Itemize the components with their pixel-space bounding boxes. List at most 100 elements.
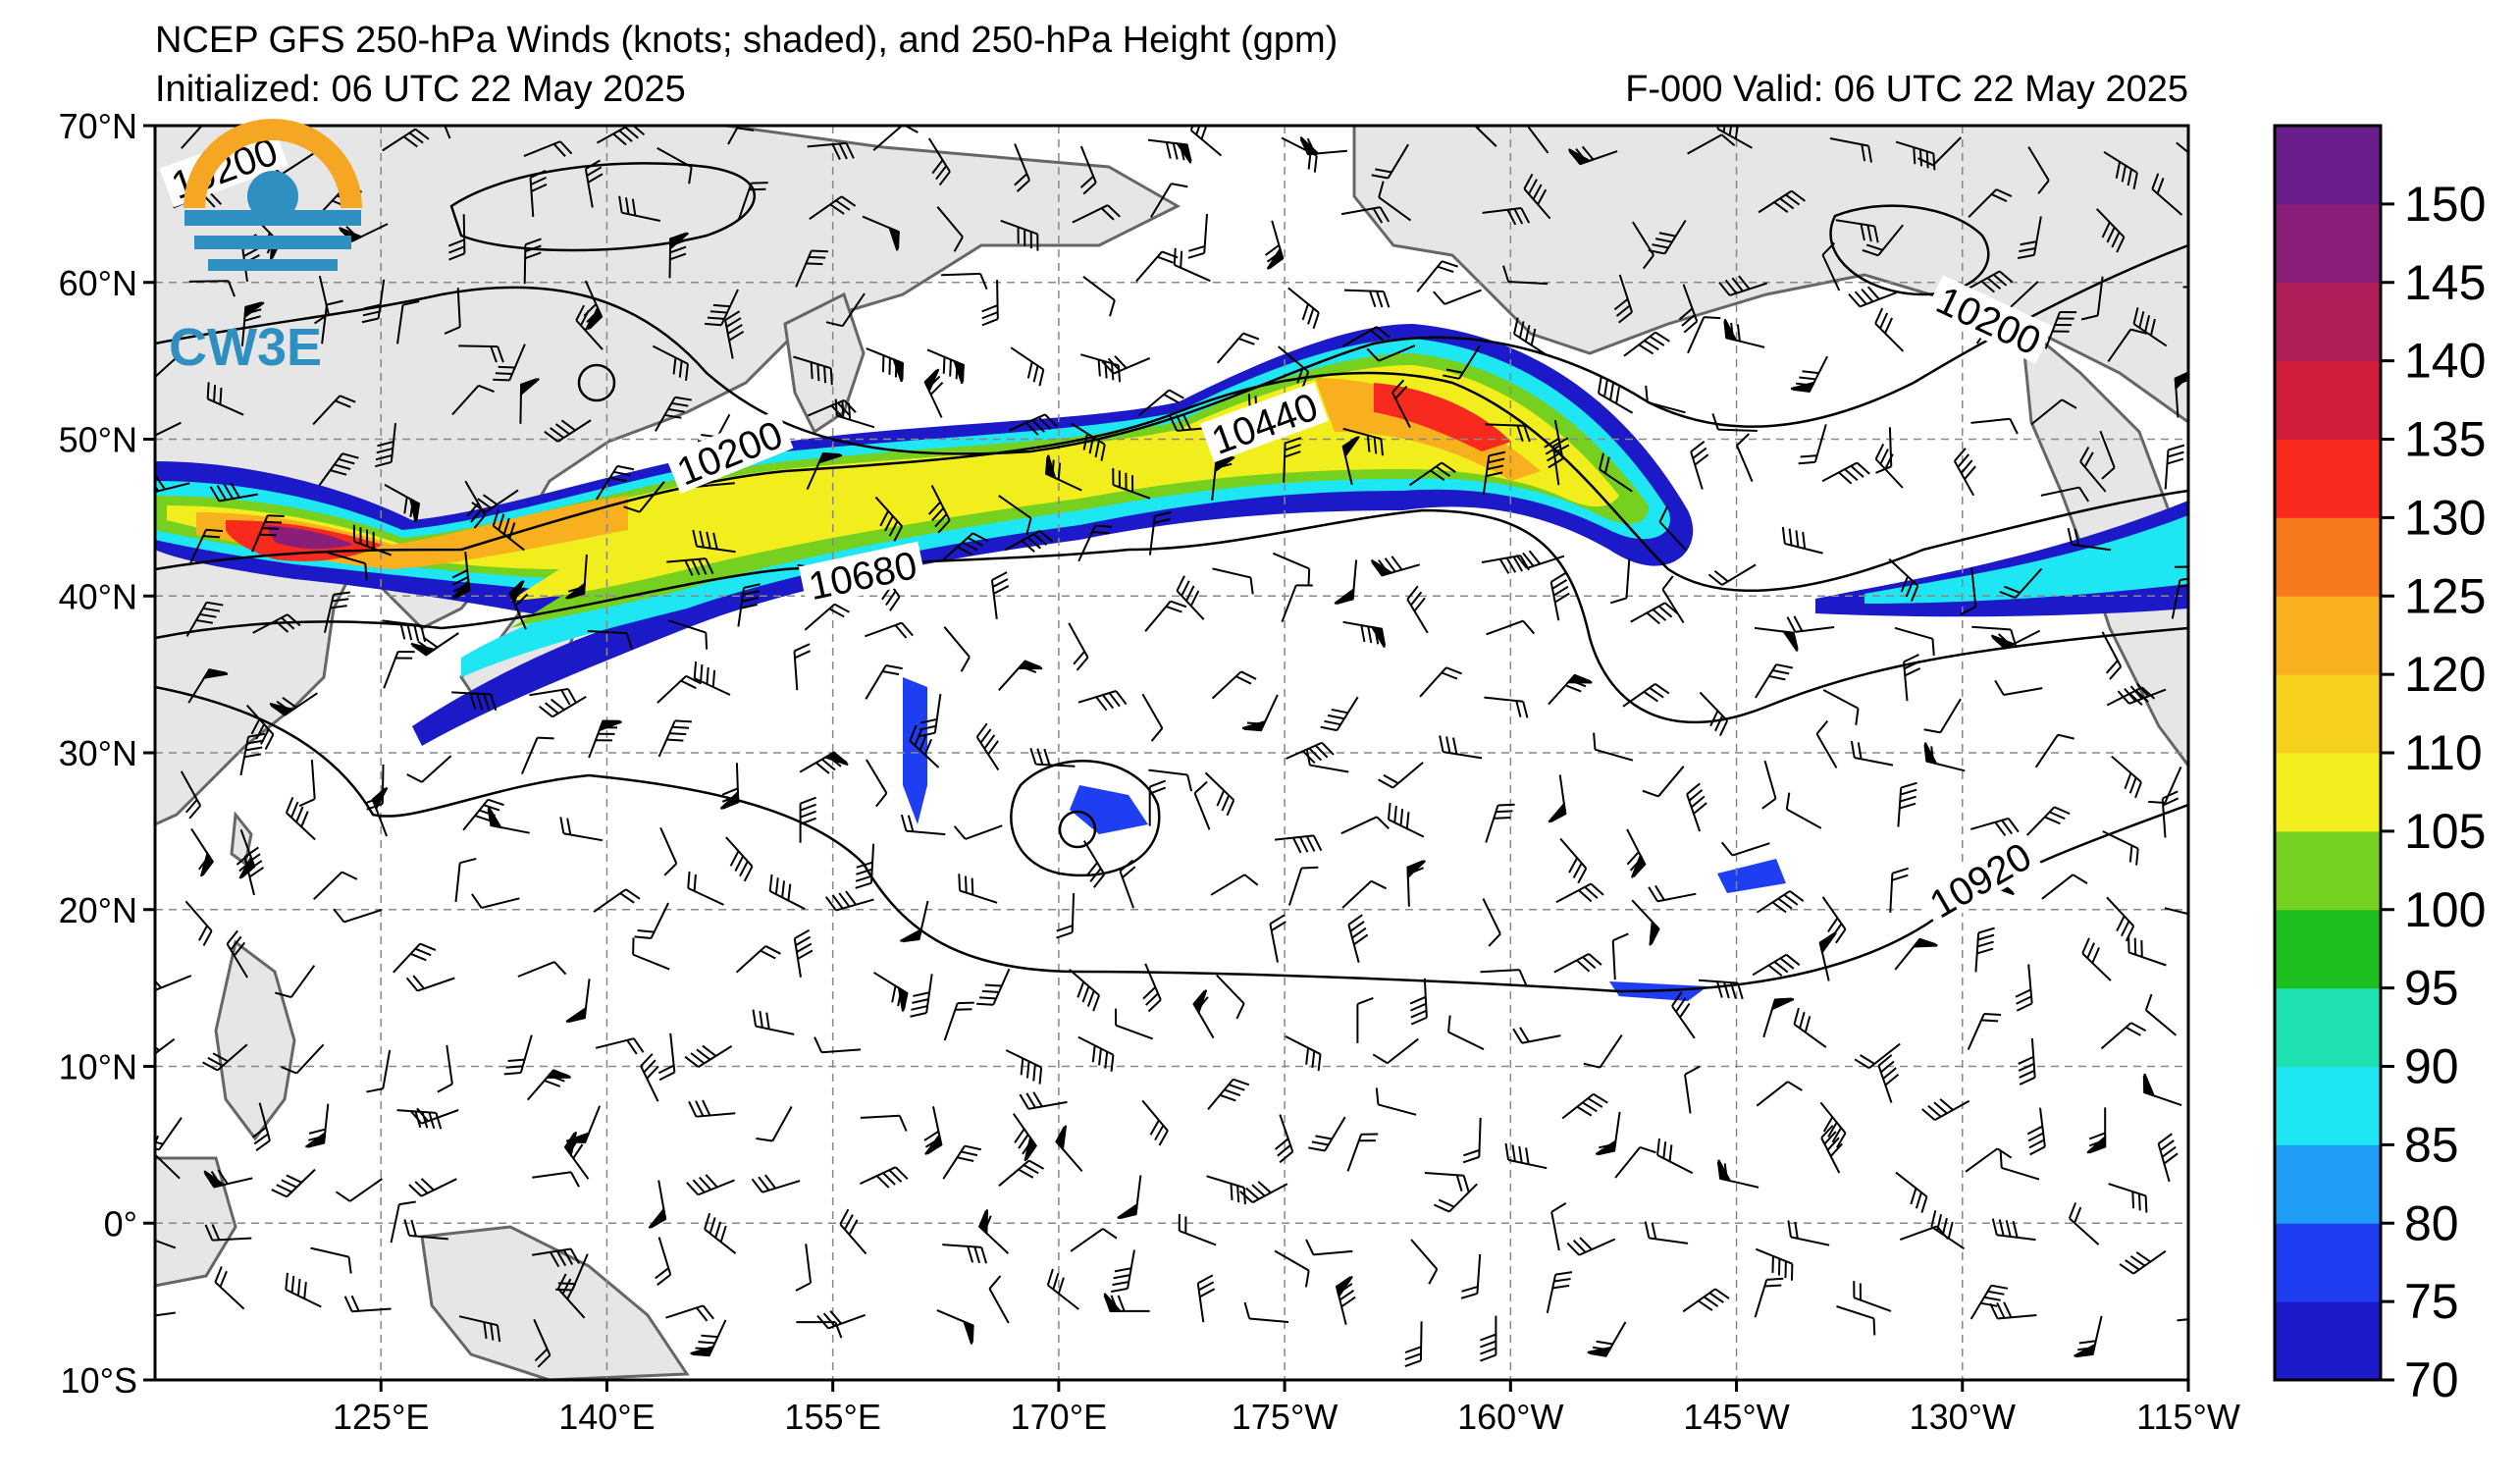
wind-barb [188, 528, 224, 566]
barb-feather [704, 1212, 711, 1230]
barb-feather [1799, 376, 1816, 381]
wind-barb [1144, 600, 1187, 632]
barb-feather [1791, 189, 1806, 202]
barb-pennant [2143, 1073, 2156, 1098]
barb-feather [1859, 1283, 1862, 1300]
barb-feather [508, 522, 516, 540]
jet-band-125 [196, 378, 1541, 569]
wind-barb [719, 763, 740, 810]
barb-feather [834, 603, 850, 613]
barb-feather [1718, 719, 1729, 737]
wind-barb [1875, 427, 1893, 474]
barb-feather [616, 464, 635, 471]
colorbar-segment [2275, 596, 2381, 675]
barb-feather [416, 1107, 429, 1122]
barb-feather [1410, 1009, 1427, 1019]
barb-feather [2134, 689, 2149, 703]
barb-feather [1410, 1016, 1428, 1026]
barb-feather [1550, 1202, 1567, 1213]
barb-feather [1308, 1146, 1326, 1152]
barb-pennant [1548, 801, 1567, 823]
barb-feather [909, 724, 918, 742]
wind-barb [1671, 991, 1696, 1039]
barb-feather [2156, 177, 2165, 194]
wind-barb [1622, 683, 1670, 708]
wind-barb [556, 1273, 586, 1319]
barb-feather [1187, 251, 1205, 259]
barb-feather [1245, 1187, 1260, 1200]
wind-barb [1756, 1081, 1803, 1107]
wind-barb [529, 687, 578, 706]
barb-feather [1596, 1340, 1613, 1346]
barb-feather [684, 1055, 700, 1068]
barb-feather [1020, 1058, 1024, 1076]
barb-feather [751, 1178, 763, 1193]
barb-feather [361, 317, 379, 324]
wind-barb [519, 378, 540, 424]
barb-feather [502, 517, 510, 535]
barb-feather [473, 514, 487, 529]
barb-feather [1736, 324, 1741, 342]
barb-feather [2060, 310, 2077, 314]
barb-feather [2061, 398, 2077, 409]
wind-barb [656, 147, 693, 185]
barb-feather [1145, 992, 1159, 1006]
wind-barb [2034, 733, 2074, 768]
wind-barb [1404, 1321, 1423, 1367]
barb-feather [1798, 460, 1815, 465]
barb-feather [1799, 1011, 1806, 1029]
barb-feather [483, 693, 491, 711]
wind-barb [492, 509, 525, 552]
barb-feather [1722, 126, 1728, 132]
barb-feather [975, 722, 988, 738]
barb-feather [1236, 1185, 1240, 1203]
height-contours [155, 162, 2188, 993]
barb-staff [2040, 486, 2080, 497]
barb-feather [230, 482, 240, 499]
barb-feather [444, 326, 461, 335]
barb-feather [1986, 277, 2002, 291]
barb-feather [245, 853, 261, 865]
barb-staff [872, 126, 905, 151]
wind-barb [1862, 224, 1904, 257]
wind-barb [665, 1304, 714, 1322]
barb-feather [1773, 961, 1789, 974]
wind-barb [1265, 220, 1285, 270]
barb-feather [888, 357, 891, 375]
contour-10440 [155, 371, 2188, 592]
wind-barb [1082, 276, 1116, 317]
barb-staff [936, 206, 964, 238]
barb-feather [1599, 452, 1604, 470]
barb-feather [1219, 1093, 1236, 1102]
barb-feather [326, 299, 343, 306]
barb-feather [1226, 799, 1235, 817]
barb-feather [1656, 1138, 1660, 1156]
barb-feather [1445, 736, 1451, 754]
barb-feather [537, 1354, 551, 1368]
alaska [1352, 126, 2188, 424]
wind-barb [2111, 755, 2142, 799]
wind-barb [752, 1009, 795, 1035]
barb-feather [752, 1009, 758, 1027]
wind-barb [155, 421, 182, 442]
barb-feather [2151, 173, 2160, 190]
barb-feather [1021, 540, 1035, 553]
wind-barb [1550, 1202, 1567, 1251]
wind-barb [1848, 286, 1898, 308]
wind-barb [318, 452, 359, 487]
barb-feather [330, 605, 347, 609]
barb-feather [1528, 550, 1542, 565]
barb-pennant [923, 368, 940, 394]
barb-feather [1147, 998, 1162, 1013]
wind-barb [942, 1244, 988, 1264]
wind-barb [2177, 1315, 2188, 1322]
barb-feather [1773, 201, 1789, 214]
barb-feather [537, 736, 554, 740]
barb-feather [553, 961, 567, 976]
wind-barb [1009, 413, 1058, 436]
barb-feather [1285, 444, 1301, 451]
barb-pennant [1631, 853, 1647, 878]
barb-feather [1857, 742, 1863, 760]
barb-feather [1582, 956, 1597, 970]
barb-feather [1188, 244, 1205, 252]
